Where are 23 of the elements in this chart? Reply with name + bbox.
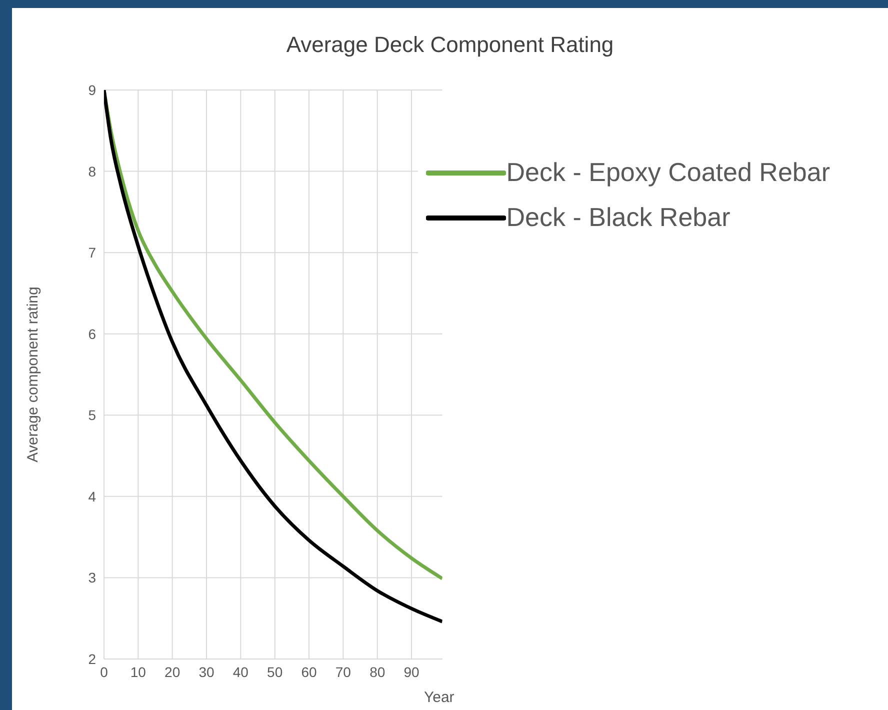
x-tick-label: 40	[232, 664, 249, 680]
x-tick-label: 60	[301, 664, 318, 680]
y-tick-label: 3	[88, 570, 96, 586]
x-tick-label: 10	[130, 664, 146, 680]
y-tick-label: 5	[88, 407, 96, 424]
y-tick-label: 4	[88, 488, 96, 504]
x-tick-label: 50	[267, 664, 283, 680]
y-tick-label: 7	[88, 244, 96, 261]
x-axis-title: Year	[424, 689, 454, 706]
chart-title: Average Deck Component Rating	[285, 32, 615, 58]
x-tick-label: 30	[198, 664, 215, 680]
y-axis-title: Average component rating	[24, 286, 42, 462]
x-tick-label: 80	[370, 664, 386, 680]
x-tick-label: 70	[335, 664, 352, 680]
y-tick-label: 6	[88, 326, 96, 342]
legend-label: Deck - Black Rebar	[506, 202, 730, 233]
x-tick-label: 20	[164, 664, 180, 680]
x-tick-label: 90	[404, 664, 420, 680]
legend-label: Deck - Epoxy Coated Rebar	[506, 157, 830, 188]
x-tick-label: 0	[100, 664, 108, 680]
y-tick-label: 9	[88, 82, 96, 98]
y-tick-label: 2	[88, 650, 96, 667]
y-tick-label: 8	[88, 163, 96, 180]
